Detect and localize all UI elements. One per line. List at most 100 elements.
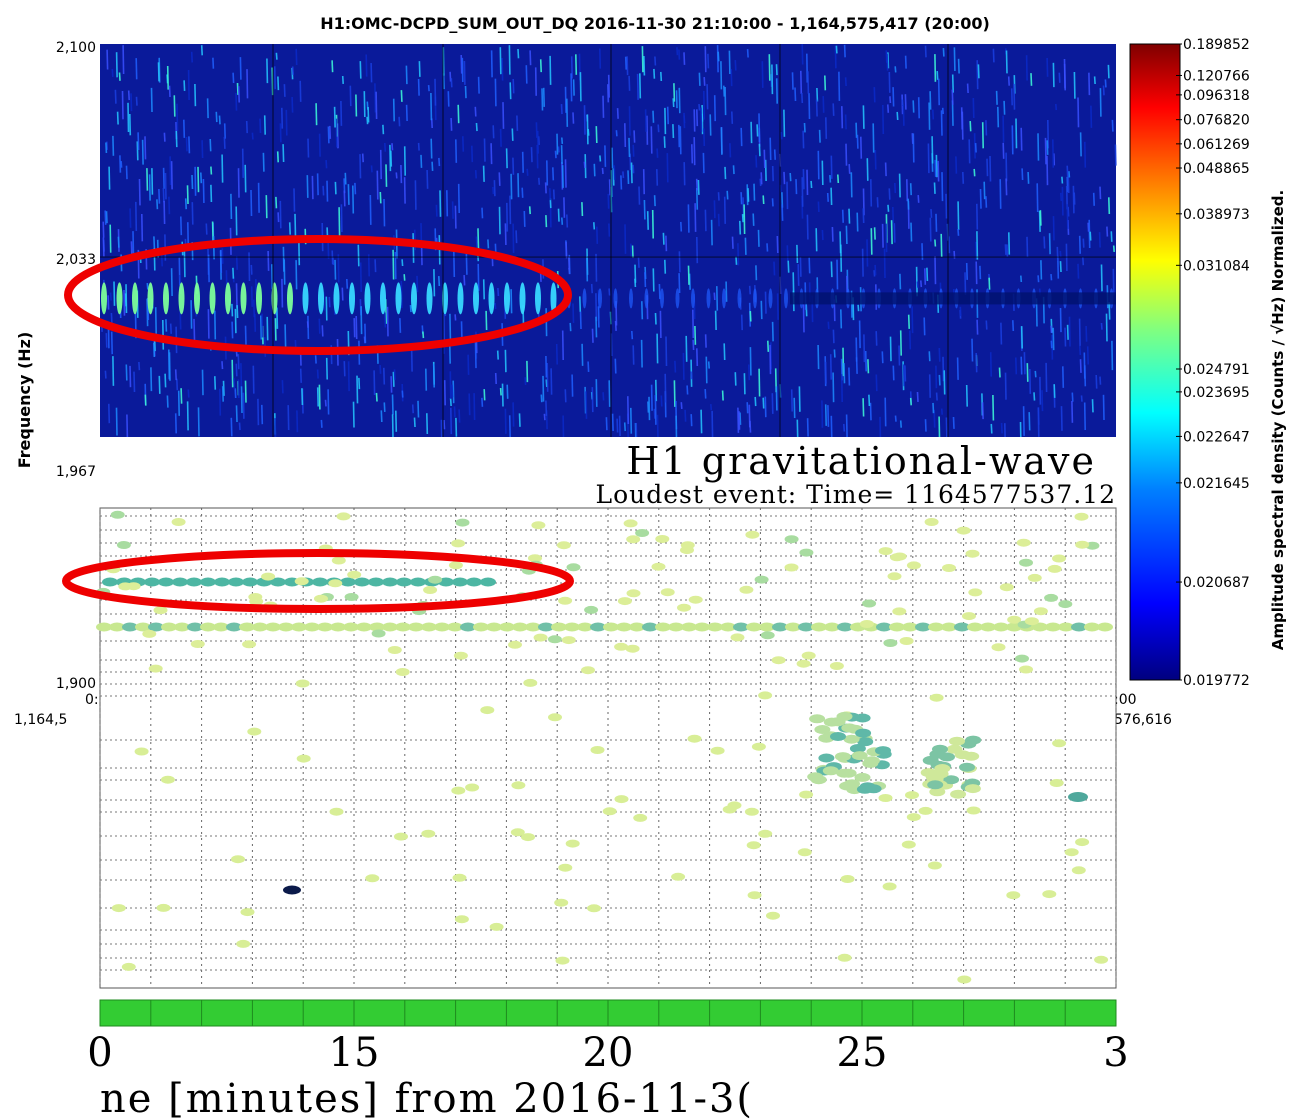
noise-streak	[244, 380, 247, 403]
noise-streak	[887, 204, 890, 212]
scatter-point	[799, 790, 814, 799]
noise-streak	[279, 200, 282, 229]
scatter-point	[278, 622, 294, 632]
scatter-point	[1075, 540, 1090, 549]
noise-streak	[836, 259, 839, 290]
noise-streak	[481, 207, 484, 219]
scatter-point	[758, 691, 773, 700]
noise-streak	[717, 51, 720, 62]
noise-streak	[367, 254, 370, 277]
scatter-point	[746, 622, 762, 632]
noise-streak	[275, 196, 278, 209]
noise-streak	[450, 78, 453, 88]
noise-streak	[830, 415, 833, 441]
noise-streak	[657, 124, 660, 133]
noise-streak	[926, 267, 929, 282]
noise-streak	[457, 183, 460, 214]
noise-streak	[190, 51, 193, 63]
noise-streak	[1048, 233, 1051, 255]
noise-streak	[1099, 376, 1102, 385]
noise-streak	[653, 195, 656, 207]
noise-streak	[575, 54, 578, 75]
noise-streak	[1030, 73, 1033, 86]
noise-streak	[1050, 274, 1053, 281]
noise-streak	[315, 103, 318, 126]
noise-streak	[892, 206, 895, 224]
scatter-point	[862, 599, 877, 608]
noise-streak	[1046, 140, 1049, 155]
comb-mark	[225, 282, 231, 315]
overlay-subtitle: Loudest event: Time= 1164577537.12	[596, 480, 1117, 509]
noise-streak	[687, 204, 690, 233]
noise-streak	[1090, 105, 1093, 128]
scatter-point	[447, 622, 463, 632]
noise-streak	[107, 295, 110, 310]
noise-streak	[959, 306, 962, 316]
noise-streak	[1056, 246, 1059, 261]
noise-streak	[236, 82, 239, 95]
scatter-point	[566, 563, 581, 572]
y-tick-label: 1,900	[56, 676, 96, 692]
noise-streak	[242, 392, 245, 419]
noise-streak	[327, 389, 330, 415]
noise-streak	[318, 384, 321, 410]
noise-streak	[981, 402, 984, 420]
noise-streak	[827, 321, 830, 329]
noise-streak	[494, 372, 497, 385]
scatter-point	[1015, 654, 1029, 663]
scatter-point	[296, 754, 311, 763]
scatter-point	[521, 833, 535, 842]
noise-streak	[979, 188, 982, 209]
scatter-point	[1068, 792, 1088, 802]
noise-streak	[230, 193, 233, 220]
scatter-point	[876, 622, 892, 632]
noise-streak	[762, 195, 765, 205]
noise-streak	[985, 196, 988, 208]
noise-streak	[209, 138, 212, 152]
noise-streak	[545, 379, 548, 387]
noise-streak	[426, 169, 429, 189]
comb-mark	[691, 288, 695, 309]
noise-streak	[866, 158, 869, 181]
comb-mark	[116, 282, 123, 315]
noise-streak	[430, 92, 433, 121]
scatter-point	[801, 651, 816, 660]
noise-streak	[515, 230, 518, 244]
scatter-point	[968, 588, 983, 597]
noise-streak	[237, 379, 240, 399]
scatter-point	[452, 873, 467, 882]
noise-streak	[235, 283, 238, 309]
noise-streak	[356, 375, 359, 404]
noise-streak	[787, 260, 790, 273]
noise-streak	[340, 100, 343, 126]
noise-streak	[296, 410, 299, 433]
noise-streak	[572, 79, 575, 96]
comb-mark	[194, 282, 200, 315]
noise-streak	[960, 107, 963, 130]
noise-streak	[875, 331, 878, 346]
colorbar-tick-label: 0.048865	[1183, 161, 1250, 177]
scatter-point	[602, 807, 617, 816]
noise-streak	[374, 259, 377, 273]
noise-streak	[656, 148, 659, 158]
noise-streak	[818, 129, 821, 143]
noise-streak	[463, 60, 466, 85]
noise-streak	[130, 93, 133, 112]
noise-streak	[1046, 57, 1049, 77]
noise-streak	[564, 159, 567, 188]
noise-streak	[379, 191, 382, 204]
noise-streak	[168, 85, 171, 98]
noise-streak	[1108, 197, 1111, 215]
comb-mark	[380, 282, 386, 315]
noise-streak	[651, 209, 654, 239]
noise-streak	[375, 91, 378, 120]
scatter-point	[161, 622, 177, 632]
noise-streak	[646, 115, 649, 145]
noise-streak	[1052, 327, 1055, 351]
noise-streak	[257, 398, 260, 426]
noise-streak	[501, 383, 504, 407]
noise-streak	[747, 188, 750, 202]
scatter-point	[465, 783, 480, 792]
noise-streak	[902, 364, 905, 387]
noise-streak	[894, 415, 897, 422]
